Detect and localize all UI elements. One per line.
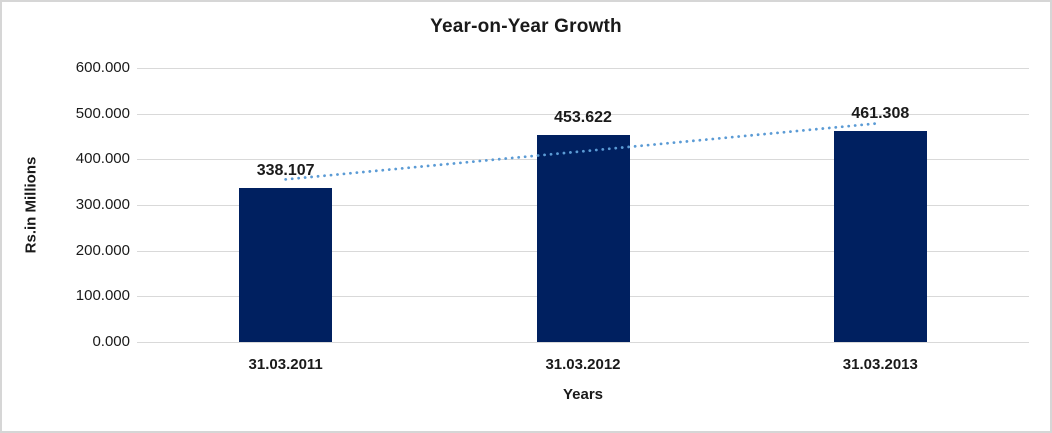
y-axis-title: Rs.in Millions [22, 156, 40, 254]
bar [239, 187, 333, 342]
y-tick-label: 500.000 [75, 104, 130, 122]
y-tick-label: 300.000 [75, 196, 130, 213]
x-category-label: 31.03.2011 [248, 356, 323, 373]
x-axis-title: Years [562, 386, 604, 403]
bar [536, 134, 630, 342]
x-category-label: 31.03.2012 [545, 356, 621, 373]
bar-value-label: 461.308 [851, 105, 910, 123]
gridline [137, 68, 1029, 69]
y-tick-label: 0.000 [92, 333, 130, 350]
chart-title: Year-on-Year Growth [430, 16, 622, 37]
bar-value-label: 453.622 [554, 108, 612, 126]
gridline [137, 113, 1029, 115]
x-category-label: 31.03.2013 [842, 356, 918, 373]
gridline [137, 342, 1029, 343]
y-tick-label: 100.000 [75, 287, 130, 305]
y-tick-label: 400.000 [75, 150, 130, 168]
bar-value-label: 338.107 [256, 161, 315, 179]
y-tick-label: 200.000 [75, 241, 130, 259]
bar [833, 131, 927, 342]
y-tick-label: 600.000 [75, 59, 130, 76]
